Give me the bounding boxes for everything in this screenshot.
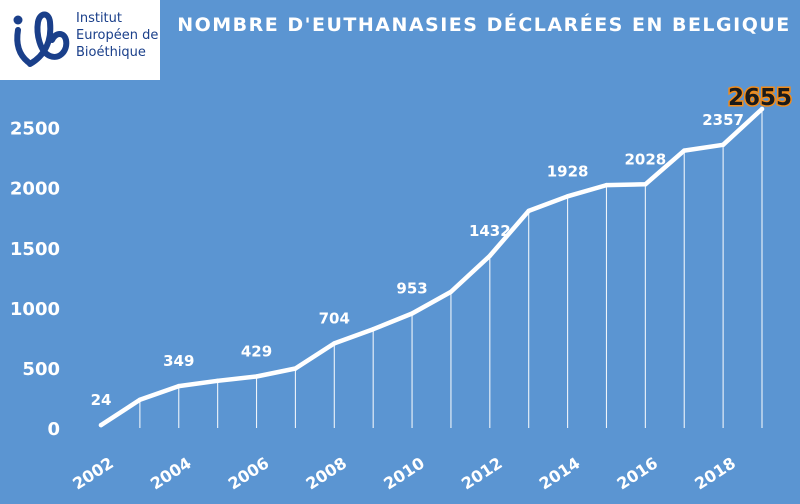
data-point <box>176 383 181 389</box>
y-tick-label: 0 <box>47 419 60 440</box>
data-point <box>409 311 415 316</box>
data-point <box>565 194 570 199</box>
x-tick-label: 2002 <box>69 453 117 493</box>
data-point <box>759 106 765 112</box>
data-point <box>448 289 454 295</box>
y-tick-label: 1000 <box>10 299 60 320</box>
logo-text: Institut Européen de Bioéthique <box>76 10 158 61</box>
data-point <box>215 378 220 383</box>
logo-line: Bioéthique <box>76 45 146 60</box>
series-line <box>98 106 765 428</box>
logo-line: Institut <box>76 11 122 26</box>
x-tick-label: 2010 <box>380 453 428 493</box>
data-point <box>526 208 531 214</box>
data-label: 2357 <box>702 111 744 129</box>
data-label: 349 <box>163 352 194 370</box>
x-tick-label: 2018 <box>691 453 739 493</box>
data-label: 24 <box>91 391 112 409</box>
x-tick-label: 2014 <box>536 453 584 493</box>
data-point <box>254 374 259 379</box>
logo-line: Européen de <box>76 28 159 43</box>
y-tick-label: 500 <box>22 359 60 380</box>
data-label: 2028 <box>624 150 666 168</box>
data-point <box>604 182 609 188</box>
y-tick-label: 2000 <box>10 179 60 200</box>
ieb-logo-icon <box>13 11 70 67</box>
x-tick-label: 2004 <box>147 453 195 493</box>
y-tick-label: 2500 <box>10 119 60 140</box>
data-label: 2655 <box>728 85 792 111</box>
data-label: 1928 <box>547 162 589 180</box>
x-tick-label: 2006 <box>225 453 273 493</box>
logo: Institut Européen de Bioéthique <box>0 0 160 80</box>
x-tick-label: 2016 <box>614 453 662 493</box>
data-point <box>487 253 493 259</box>
data-point <box>98 422 104 428</box>
x-tick-label: 2008 <box>302 453 350 493</box>
data-point <box>643 182 648 187</box>
x-tick-label: 2012 <box>458 453 506 493</box>
data-label: 704 <box>319 309 350 327</box>
data-point <box>137 397 143 402</box>
data-point <box>332 341 337 346</box>
data-point <box>293 366 298 371</box>
data-point <box>720 142 726 148</box>
y-tick-label: 1500 <box>10 239 60 260</box>
data-point <box>370 327 376 332</box>
chart-title: NOMBRE D'EUTHANASIES DÉCLARÉES EN BELGIQ… <box>177 14 791 36</box>
data-label: 953 <box>396 279 427 297</box>
data-point <box>682 148 687 153</box>
data-label: 429 <box>241 342 272 360</box>
data-label: 1432 <box>469 222 511 240</box>
